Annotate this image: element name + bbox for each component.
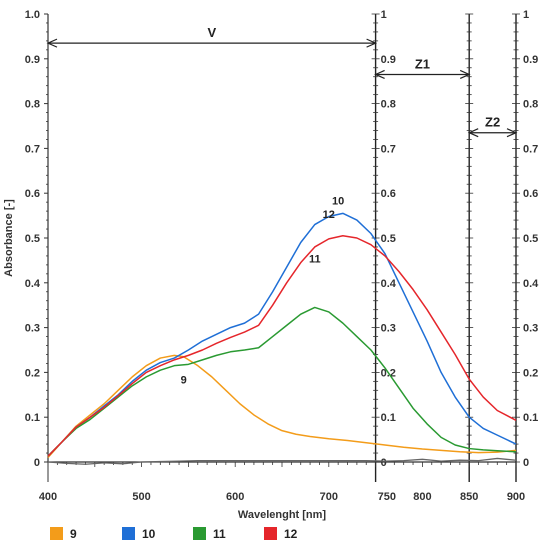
- y-tick-label: 0.4: [25, 278, 41, 290]
- x-tick-label: 850: [460, 491, 478, 503]
- legend-label-10: 10: [142, 527, 156, 541]
- series-line-10: [47, 212, 517, 457]
- legend-swatch-9: [50, 527, 63, 540]
- mid-y-tick-label: 0.3: [381, 323, 396, 335]
- mid-y-tick-label: 0.1: [381, 412, 396, 424]
- y-axis-title: Absorbance [-]: [3, 199, 15, 277]
- right-y-tick-label: 0: [523, 457, 529, 469]
- right-y-tick-label: 0.2: [523, 367, 538, 379]
- region-label-v: V: [207, 25, 216, 40]
- y-tick-label: 1.0: [25, 9, 40, 21]
- x-tick-label: 900: [507, 491, 525, 503]
- mid-y-tick-label: 0: [381, 457, 387, 469]
- mid-y-tick-label: 1: [381, 9, 387, 21]
- legend-label-12: 12: [284, 527, 298, 541]
- y-tick-label: 0.7: [25, 143, 40, 155]
- series-line-9: [47, 354, 517, 459]
- axes-group: 0 0.1 0.2 0.3 0.4 0.5 0.6 0.7 0.8 0.9 1.0 0 0 0.1 0.1 0…: [25, 9, 539, 503]
- y-tick-label: 0.2: [25, 367, 40, 379]
- annotations-group: V Z1 Z2: [46, 25, 518, 138]
- y-tick-label: 0.3: [25, 323, 40, 335]
- legend-swatch-11: [193, 527, 206, 540]
- right-y-tick-label: 0.1: [523, 412, 538, 424]
- legend: 9 10 11 12: [50, 527, 298, 541]
- x-tick-label: 600: [226, 491, 244, 503]
- series-label-9: 9: [181, 375, 187, 387]
- arrow-head-left: [467, 128, 479, 138]
- x-axis-title: Wavelenght [nm]: [238, 509, 327, 521]
- series-line-11: [47, 306, 517, 457]
- right-y-tick-label: 0.9: [523, 54, 538, 66]
- y-tick-label: 0.9: [25, 54, 40, 66]
- series-line-12: [47, 235, 517, 457]
- series-group: 9 10 11 12: [47, 195, 517, 465]
- arrow-head-left: [374, 69, 385, 80]
- right-y-tick-label: 1: [523, 9, 529, 21]
- mid-y-tick-label: 0.8: [381, 99, 396, 111]
- x-tick-label: 400: [39, 491, 57, 503]
- y-tick-label: 0.5: [25, 233, 40, 245]
- arrow-head-right: [506, 128, 518, 138]
- right-y-tick-label: 0.5: [523, 233, 538, 245]
- y-tick-label: 0.1: [25, 412, 40, 424]
- legend-swatch-10: [122, 527, 135, 540]
- mid-y-tick-label: 0.5: [381, 233, 396, 245]
- y-tick-label: 0: [34, 457, 40, 469]
- baseline-line: [47, 457, 517, 465]
- legend-label-9: 9: [70, 527, 77, 541]
- mid-y-tick-label: 0.7: [381, 143, 396, 155]
- right-y-tick-label: 0.4: [523, 278, 539, 290]
- right-y-tick-label: 0.6: [523, 188, 538, 200]
- mid-y-tick-label: 0.4: [381, 278, 397, 290]
- right-y-tick-label: 0.8: [523, 99, 538, 111]
- x-tick-label: 700: [320, 491, 338, 503]
- arrow-head-left: [46, 38, 58, 48]
- right-y-tick-label: 0.7: [523, 143, 538, 155]
- mid-y-tick-label: 0.9: [381, 54, 396, 66]
- y-tick-label: 0.8: [25, 99, 40, 111]
- series-label-10: 10: [332, 195, 344, 207]
- series-label-11: 11: [309, 254, 321, 266]
- arrow-head-right: [459, 69, 471, 80]
- series-label-12: 12: [323, 209, 335, 221]
- region-label-z2: Z2: [485, 115, 500, 130]
- legend-label-11: 11: [213, 527, 226, 541]
- mid-y-tick-label: 0.6: [381, 188, 396, 200]
- legend-swatch-12: [264, 527, 277, 540]
- y-tick-label: 0.6: [25, 188, 40, 200]
- right-y-tick-label: 0.3: [523, 323, 538, 335]
- x-tick-label: 750: [378, 491, 396, 503]
- arrow-head-right: [366, 38, 378, 48]
- x-tick-label: 500: [132, 491, 150, 503]
- x-tick-label: 800: [413, 491, 431, 503]
- region-label-z1: Z1: [415, 56, 430, 71]
